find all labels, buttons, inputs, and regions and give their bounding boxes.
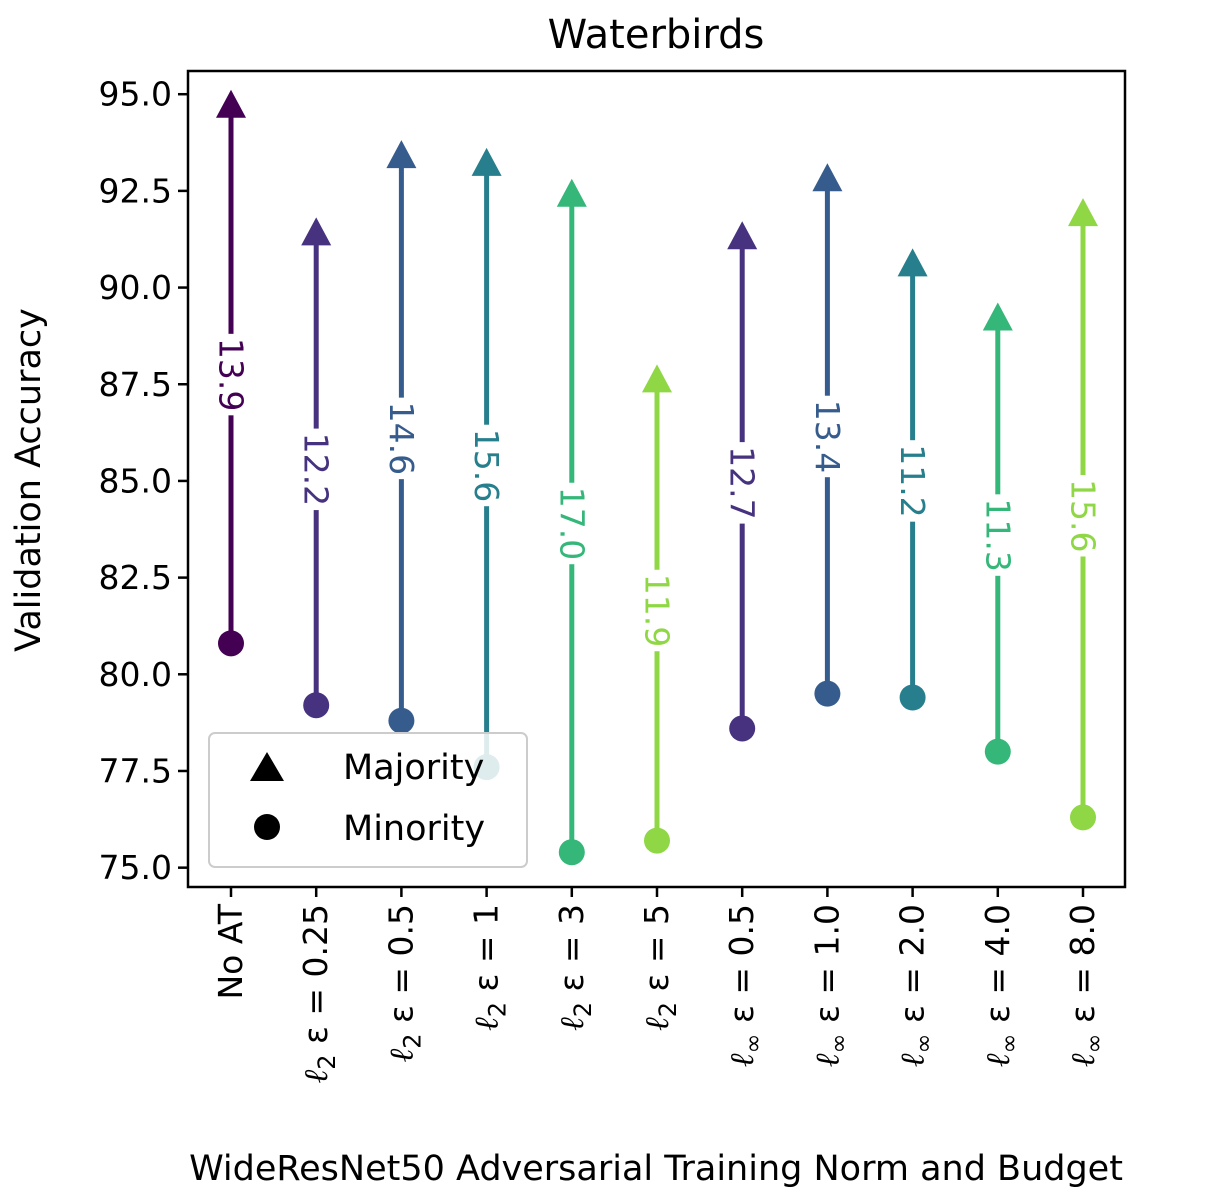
gap-label-group-4: 17.0	[552, 482, 591, 565]
gap-label-bg-6	[730, 442, 755, 524]
x-tick-label-4: ℓ2 ε = 3	[552, 904, 597, 1031]
y-tick-label-3: 82.5	[99, 558, 172, 597]
x-axis: No AT ℓ2 ε = 0.25 ℓ2 ε = 0.5 ℓ2 ε = 1 ℓ2 ε =…	[211, 887, 1108, 1083]
gap-label-group-8: 11.2	[893, 440, 932, 522]
gap-label-bg-9	[985, 494, 1010, 576]
x-tick-label-6: ℓ∞ ε = 0.5	[722, 904, 767, 1067]
gap-label-group-6: 12.7	[723, 442, 762, 524]
minority-point-9	[984, 738, 1011, 765]
majority-point-10	[1068, 198, 1098, 227]
gap-label-group-9: 11.3	[978, 494, 1017, 576]
majority-point-3	[471, 147, 502, 176]
x-tick-label-8: ℓ∞ ε = 2.0	[893, 904, 938, 1067]
gap-label-2: 14.6	[382, 402, 421, 475]
x-tick-label-7: ℓ∞ ε = 1.0	[807, 904, 852, 1067]
legend-box	[208, 732, 528, 868]
x-tick-label-2: ℓ2 ε = 0.5	[381, 904, 426, 1062]
majority-point-0	[216, 89, 246, 118]
legend-minority-label: Minority	[343, 809, 485, 849]
y-tick-label-2: 80.0	[99, 655, 172, 694]
gap-label-9: 11.3	[978, 498, 1017, 571]
y-tick-label-0: 75.0	[99, 848, 172, 887]
majority-point-5	[642, 364, 672, 393]
chart-title: Waterbirds	[548, 12, 765, 58]
legend-majority-label: Majority	[343, 748, 484, 788]
minority-point-4	[558, 839, 585, 866]
gap-label-group-2: 14.6	[382, 397, 421, 480]
minority-point-8	[899, 684, 926, 711]
gap-label-7: 13.4	[808, 400, 847, 473]
gap-label-8: 11.2	[893, 444, 932, 517]
majority-point-6	[727, 221, 758, 250]
x-tick-label-3: ℓ2 ε = 1	[467, 904, 512, 1031]
minority-point-2	[388, 707, 415, 734]
gap-label-bg-3	[474, 424, 499, 507]
gap-label-group-1: 12.2	[297, 428, 336, 511]
gap-label-bg-7	[815, 395, 840, 478]
plot-layer: 13.9 12.2 14.6 15.6 17.0 11.9 12.7 13.4 11.2 11.3…	[212, 89, 1103, 866]
gap-label-group-0: 13.9	[212, 333, 251, 416]
y-axis-label: Validation Accuracy	[9, 308, 49, 652]
minority-point-10	[1070, 804, 1096, 831]
gap-label-1: 12.2	[297, 433, 336, 506]
y-tick-label-7: 92.5	[99, 171, 172, 210]
minority-point-6	[729, 715, 756, 742]
gap-label-bg-8	[900, 440, 925, 522]
x-axis-label: WideResNet50 Adversarial Training Norm a…	[189, 1149, 1123, 1189]
y-tick-label-4: 85.0	[99, 461, 172, 500]
gap-label-bg-4	[559, 482, 584, 565]
x-tick-label-9: ℓ∞ ε = 4.0	[978, 904, 1023, 1067]
majority-point-2	[386, 140, 417, 169]
x-tick-label-10: ℓ∞ ε = 8.0	[1063, 904, 1108, 1067]
majority-point-4	[556, 178, 587, 207]
gap-label-0: 13.9	[212, 338, 251, 411]
gap-label-3: 15.6	[467, 429, 506, 502]
x-tick-label-5: ℓ2 ε = 5	[637, 904, 682, 1031]
y-tick-label-8: 95.0	[99, 75, 172, 114]
gap-label-group-5: 11.9	[638, 569, 677, 652]
minority-point-0	[218, 630, 244, 657]
gap-label-6: 12.7	[723, 446, 762, 519]
gap-label-bg-10	[1071, 474, 1095, 557]
legend-minority-marker	[254, 814, 280, 840]
gap-label-bg-2	[389, 397, 414, 480]
gap-label-5: 11.9	[638, 574, 677, 647]
legend-majority-marker	[250, 752, 284, 781]
gap-label-4: 17.0	[552, 487, 591, 560]
gap-label-bg-1	[304, 428, 329, 511]
majority-point-9	[982, 302, 1013, 331]
gap-label-10: 15.6	[1064, 479, 1103, 552]
y-axis: 75.0 77.5 80.0 82.5 85.0 87.5 90.0 92.5 95.0	[99, 75, 188, 887]
gap-label-group-10: 15.6	[1064, 474, 1103, 557]
y-tick-label-6: 90.0	[99, 268, 172, 307]
legend: Majority Minority	[208, 732, 528, 868]
y-tick-label-5: 87.5	[99, 365, 172, 404]
minority-point-1	[303, 692, 330, 719]
gap-label-group-3: 15.6	[467, 424, 506, 507]
gap-label-bg-0	[219, 333, 243, 416]
gap-label-bg-5	[645, 569, 669, 652]
x-tick-label-0: No AT	[211, 903, 250, 999]
x-tick-label-1: ℓ2 ε = 0.25	[296, 904, 341, 1083]
majority-point-1	[301, 217, 332, 246]
minority-point-5	[644, 827, 670, 854]
majority-point-7	[812, 163, 843, 192]
gap-label-group-7: 13.4	[808, 395, 847, 478]
majority-point-8	[897, 248, 928, 277]
minority-point-7	[814, 680, 841, 707]
y-tick-label-1: 77.5	[99, 751, 172, 790]
